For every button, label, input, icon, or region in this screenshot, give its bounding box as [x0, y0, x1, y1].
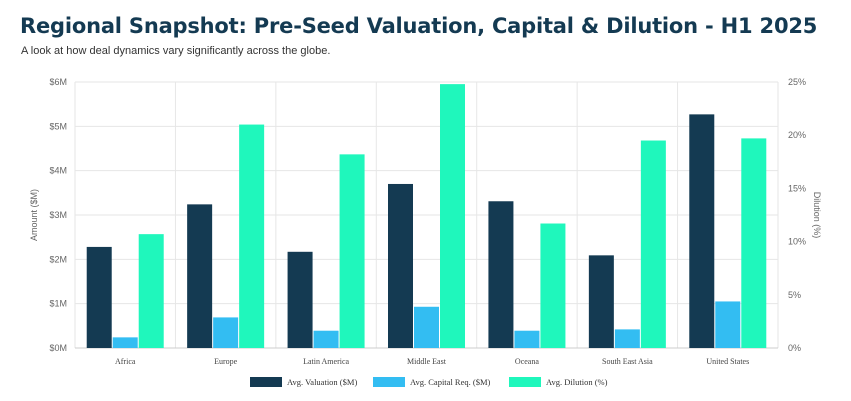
left-tick-label: $0M: [49, 343, 67, 353]
left-axis-title: Amount ($M): [29, 189, 39, 241]
left-tick-label: $2M: [49, 254, 67, 264]
right-tick-label: 5%: [788, 290, 801, 300]
bar-avg-capital-req-m[interactable]: [112, 337, 138, 348]
right-tick-label: 10%: [788, 237, 806, 247]
right-axis-title: Dilution (%): [812, 192, 822, 239]
category-label: Latin America: [303, 357, 349, 366]
category-label: Europe: [214, 357, 238, 366]
left-axis: $0M $1M $2M $3M $4M $5M $6M: [49, 77, 67, 353]
category-labels: Africa Europe Latin America Middle East Ocea…: [115, 357, 749, 366]
bar-avg-dilution[interactable]: [540, 223, 566, 348]
left-tick-label: $3M: [49, 210, 67, 220]
bar-avg-valuation-m[interactable]: [86, 246, 112, 348]
legend-label: Avg. Valuation ($M): [287, 377, 357, 387]
legend-swatch: [509, 377, 541, 387]
left-tick-label: $6M: [49, 77, 67, 87]
right-tick-label: 0%: [788, 343, 801, 353]
bar-avg-dilution[interactable]: [239, 124, 265, 348]
bar-avg-valuation-m[interactable]: [187, 204, 213, 348]
left-tick-label: $1M: [49, 299, 67, 309]
bars: [86, 84, 767, 349]
left-tick-label: $5M: [49, 121, 67, 131]
legend-swatch: [250, 377, 282, 387]
bar-avg-valuation-m[interactable]: [388, 183, 413, 348]
right-axis: 0% 5% 10% 15% 20% 25%: [788, 77, 806, 353]
bar-avg-capital-req-m[interactable]: [614, 329, 640, 348]
bar-avg-dilution[interactable]: [741, 138, 767, 348]
bar-avg-dilution[interactable]: [640, 140, 666, 348]
legend-label: Avg. Capital Req. ($M): [410, 377, 491, 387]
bar-avg-valuation-m[interactable]: [588, 255, 614, 348]
category-label: United States: [706, 357, 749, 366]
bar-avg-valuation-m[interactable]: [287, 251, 313, 348]
category-label: Africa: [115, 357, 136, 366]
bar-avg-capital-req-m[interactable]: [715, 301, 741, 348]
chart-subtitle: A look at how deal dynamics vary signifi…: [21, 45, 331, 57]
bar-avg-capital-req-m[interactable]: [313, 330, 339, 348]
chart-title: Regional Snapshot: Pre-Seed Valuation, C…: [20, 14, 818, 38]
right-tick-label: 20%: [788, 130, 806, 140]
bar-avg-capital-req-m[interactable]: [514, 330, 540, 348]
right-tick-label: 25%: [788, 77, 806, 87]
legend-swatch: [373, 377, 405, 387]
bar-avg-capital-req-m[interactable]: [414, 306, 439, 348]
bar-avg-valuation-m[interactable]: [689, 114, 715, 348]
bar-avg-dilution[interactable]: [138, 234, 164, 348]
bar-avg-valuation-m[interactable]: [488, 201, 514, 348]
category-label: Oceana: [515, 357, 539, 366]
bar-avg-dilution[interactable]: [440, 84, 465, 349]
legend[interactable]: Avg. Valuation ($M) Avg. Capital Req. ($M…: [250, 377, 608, 387]
category-label: Middle East: [407, 357, 447, 366]
right-tick-label: 15%: [788, 183, 806, 193]
bar-avg-dilution[interactable]: [339, 154, 365, 348]
category-label: South East Asia: [602, 357, 653, 366]
left-tick-label: $4M: [49, 166, 67, 176]
legend-label: Avg. Dilution (%): [546, 377, 608, 387]
bar-avg-capital-req-m[interactable]: [213, 317, 239, 348]
